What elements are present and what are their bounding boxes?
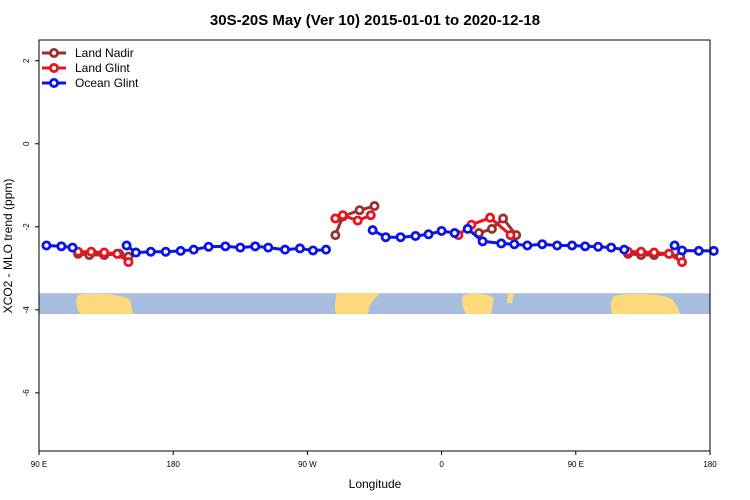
data-point [496,238,507,249]
data-point [449,228,460,239]
data-point [369,201,380,212]
land-shape [334,293,380,314]
x-tick-label: 90 E [568,460,584,469]
data-point [522,240,533,251]
data-point [145,246,156,257]
data-point [188,244,199,255]
data-point [321,244,332,255]
data-point [636,246,647,257]
x-axis: 90 E 180 90 W 0 90 E 180 [31,451,717,469]
data-point [220,241,231,252]
data-point [99,247,110,258]
series-ocean-glint [41,223,719,258]
data-point [380,232,391,243]
legend-marker [49,63,60,74]
data-point [330,213,341,224]
data-point [436,225,447,236]
data-point [330,230,341,241]
data-point [175,245,186,256]
data-point [693,245,704,256]
series-layer [41,201,719,268]
data-point [395,232,406,243]
y-tick-label: -2 [22,223,31,231]
data-point [552,240,563,251]
data-point [354,205,365,216]
x-axis-label: Longitude [349,477,402,491]
data-point [307,245,318,256]
data-point [580,241,591,252]
data-point [121,240,132,251]
y-axis: 2 0 -2 -4 -6 [22,58,39,396]
data-point [337,210,348,221]
data-point [263,242,274,253]
land-shape [76,293,133,314]
data-point [663,248,674,259]
legend-label: Land Nadir [75,46,134,60]
y-tick-label: 0 [22,141,31,146]
series-land-glint [73,210,688,268]
x-tick-label: 0 [439,460,444,469]
data-point [708,245,719,256]
data-point [537,239,548,250]
data-point [410,230,421,241]
data-point [485,212,496,223]
land-shape [610,293,680,314]
data-point [203,241,214,252]
data-point [649,247,660,258]
y-tick-label: -6 [22,389,31,397]
legend-label: Land Glint [75,61,130,75]
data-point [509,239,520,250]
data-point [619,244,630,255]
y-axis-label: XCO2 - MLO trend (ppm) [1,179,15,314]
data-point [677,257,688,268]
data-point [606,242,617,253]
legend-item: Land Nadir [42,46,134,60]
data-point [498,213,509,224]
chart-title: 30S-20S May (Ver 10) 2015-01-01 to 2020-… [210,12,540,29]
data-point [41,240,52,251]
data-point [250,241,261,252]
data-point [280,244,291,255]
data-point [112,248,123,259]
x-tick-label: 180 [167,460,181,469]
y-tick-label: -4 [22,306,31,314]
legend-marker [49,48,60,59]
data-point [123,257,134,268]
x-tick-label: 90 E [31,460,47,469]
data-point [86,246,97,257]
legend-label: Ocean Glint [75,76,139,90]
data-point [423,229,434,240]
data-point [352,215,363,226]
data-point [67,242,78,253]
data-point [567,240,578,251]
data-point [462,223,473,234]
data-point [294,243,305,254]
ocean-band [39,293,710,314]
plot-frame [38,39,711,452]
data-point [486,223,497,234]
data-point [505,230,516,241]
data-point [669,240,680,251]
data-point [477,236,488,247]
x-tick-label: 90 W [298,460,317,469]
y-tick-label: 2 [22,58,31,63]
land-shape [507,293,514,304]
legend-item: Land Glint [42,61,130,75]
data-point [593,241,604,252]
data-point [160,246,171,257]
data-point [130,247,141,258]
data-point [677,245,688,256]
land-ocean-band [39,293,710,314]
x-tick-label: 180 [703,460,717,469]
legend-item: Ocean Glint [42,76,139,90]
data-point [365,210,376,221]
series-line [334,204,375,236]
legend-marker [49,78,60,89]
land-shape [462,293,494,314]
data-point [235,242,246,253]
data-point [56,241,67,252]
data-point [367,225,378,236]
